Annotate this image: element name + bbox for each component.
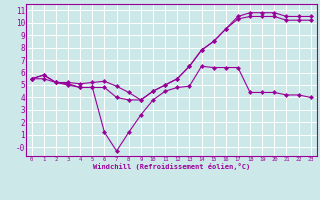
X-axis label: Windchill (Refroidissement éolien,°C): Windchill (Refroidissement éolien,°C)	[92, 163, 250, 170]
